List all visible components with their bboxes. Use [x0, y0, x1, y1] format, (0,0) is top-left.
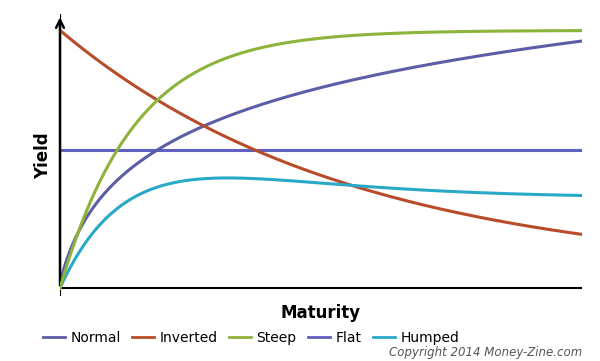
Steep [449, 30, 457, 34]
Inverted [364, 188, 371, 192]
Line: Normal: Normal [60, 41, 582, 283]
Normal [578, 39, 586, 43]
Humped [56, 286, 64, 290]
Steep [191, 71, 198, 75]
Inverted [449, 210, 457, 214]
Humped [365, 184, 372, 189]
Flat [405, 148, 412, 152]
X-axis label: Maturity: Maturity [281, 304, 361, 322]
Inverted [405, 199, 412, 204]
Humped [406, 187, 413, 191]
Humped [149, 187, 156, 191]
Legend: Normal, Inverted, Steep, Flat, Humped: Normal, Inverted, Steep, Flat, Humped [37, 325, 465, 351]
Normal [449, 58, 457, 62]
Humped [191, 177, 198, 182]
Humped [224, 176, 232, 180]
Steep [405, 31, 412, 35]
Inverted [56, 28, 64, 32]
Inverted [191, 119, 198, 123]
Humped [578, 193, 586, 198]
Humped [450, 190, 457, 194]
Steep [293, 39, 300, 43]
Steep [149, 103, 156, 107]
Y-axis label: Yield: Yield [34, 132, 52, 179]
Humped [293, 179, 301, 183]
Inverted [293, 164, 300, 169]
Flat [56, 148, 64, 152]
Line: Steep: Steep [60, 31, 582, 288]
Normal [293, 92, 300, 96]
Steep [56, 286, 64, 290]
Flat [449, 148, 457, 152]
Text: Copyright 2014 Money-Zine.com: Copyright 2014 Money-Zine.com [389, 346, 582, 359]
Normal [56, 280, 64, 285]
Normal [364, 74, 371, 79]
Normal [149, 151, 156, 155]
Inverted [578, 232, 586, 236]
Line: Humped: Humped [60, 178, 582, 288]
Steep [578, 29, 586, 33]
Flat [364, 148, 371, 152]
Flat [293, 148, 300, 152]
Flat [149, 148, 156, 152]
Normal [191, 128, 198, 132]
Flat [578, 148, 586, 152]
Inverted [149, 95, 156, 99]
Steep [364, 32, 371, 37]
Normal [405, 66, 412, 70]
Flat [191, 148, 198, 152]
Line: Inverted: Inverted [60, 30, 582, 234]
